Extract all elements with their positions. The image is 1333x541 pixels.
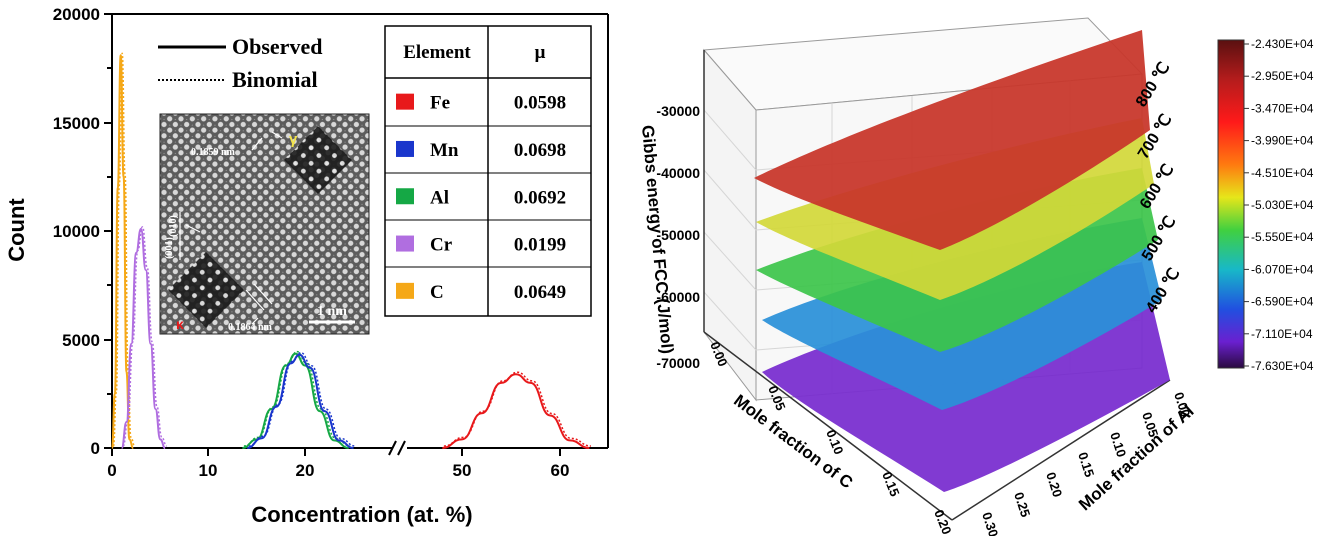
y-tick-label: 0.15 (1075, 450, 1097, 479)
y-tick-label: 0.05 (1139, 410, 1161, 439)
table-cell-element: Al (430, 187, 449, 208)
histogram-chart: Count Concentration (at. %) (4, 5, 609, 527)
table-cell-mu: 0.0698 (514, 140, 566, 161)
y-tick-label: 0.20 (1043, 470, 1065, 499)
spacing-bottom-label: 0.1864 nm (228, 322, 273, 333)
colorbar (1217, 39, 1245, 369)
binomial-curve-al (243, 350, 351, 447)
spacing-bottom-arrows (245, 283, 273, 325)
histogram-chart-panel: Count Concentration (at. %) (0, 0, 620, 536)
surface-800 (754, 30, 1150, 250)
legend-binomial-label: Binomial (232, 67, 318, 92)
table-header-element: Element (403, 42, 471, 63)
x-tick-label: 20 (296, 461, 315, 480)
table-cell-mu: 0.0692 (514, 187, 566, 208)
x-tick-label: 0.20 (931, 508, 954, 536)
legend-swatch-al (396, 188, 414, 205)
observed-curve-cr (120, 227, 166, 449)
x-tick-labels: 0 10 20 50 60 (107, 461, 569, 480)
legend-swatch-cr (396, 235, 414, 252)
binomial-curve-fe (443, 371, 591, 447)
table-rows: Fe 0.0598 Mn 0.0698 Al 0.0692 Cr 0.0199 C 0.0649 (396, 93, 566, 303)
x-tick-label: 0 (107, 461, 116, 480)
table-cell-element: Mn (430, 140, 459, 161)
x-axis-title: Concentration (at. %) (251, 502, 472, 527)
z-tick-label: -50000 (656, 227, 700, 243)
binomial-curve-mn (248, 351, 356, 447)
table-header-mu: μ (535, 42, 546, 63)
z-tick-labels: -30000 -40000 -50000 -60000 -70000 (656, 103, 700, 371)
y-tick-label: 10000 (53, 222, 100, 241)
y-tick-label: 15000 (53, 114, 100, 133)
legend-swatch-c (396, 282, 414, 299)
colorbar-labels: -2.430E+04 -2.950E+04 -3.470E+04 -3.990E+04… (1244, 37, 1314, 373)
y-tick-label: 0 (91, 439, 100, 458)
colorbar-label: -7.110E+04 (1251, 327, 1313, 341)
colorbar-label: -4.510E+04 (1251, 166, 1314, 180)
y-tick-label: 0.00 (1171, 390, 1193, 419)
x-tick-label: 60 (551, 461, 570, 480)
y-tick-label: 0.30 (979, 510, 1001, 536)
colorbar-label: -3.470E+04 (1251, 101, 1314, 115)
colorbar-label: -2.950E+04 (1251, 69, 1314, 83)
colorbar-label: -5.550E+04 (1251, 230, 1314, 244)
y-tick-label: 0.10 (1107, 430, 1129, 459)
observed-curve-mn (247, 353, 354, 449)
x-tick-label: 0.10 (823, 428, 846, 457)
kappa-label: κ (176, 316, 184, 332)
colorbar-label: -5.030E+04 (1251, 198, 1314, 212)
axis-break-icon (388, 440, 406, 456)
table-cell-mu: 0.0649 (514, 282, 566, 303)
table-cell-element: Cr (430, 235, 453, 256)
y-tick-labels-3d: 0.00 0.05 0.10 0.15 0.20 0.25 0.30 (979, 390, 1193, 539)
scale-bar-label: 1 nm (317, 304, 347, 319)
gibbs-surface-chart: 800 ℃ 700 ℃ 600 ℃ 500 ℃ 400 ℃ -30000 -40… (638, 17, 1314, 539)
table-cell-element: Fe (430, 93, 450, 114)
z-tick-label: -30000 (656, 103, 700, 119)
spacing-top-label: 0.1859 nm (191, 147, 236, 158)
gamma-precipitate (284, 126, 352, 194)
y-tick-marks (104, 13, 112, 449)
y-tick-labels: 0 5000 10000 15000 20000 (53, 5, 100, 458)
table-cell-mu: 0.0598 (514, 93, 566, 114)
colorbar-label: -2.430E+04 (1251, 37, 1314, 51)
colorbar-label: -7.630E+04 (1251, 359, 1314, 373)
colorbar-label: -3.990E+04 (1251, 134, 1314, 148)
gibbs-surface-chart-panel: 800 ℃ 700 ℃ 600 ℃ 500 ℃ 400 ℃ -30000 -40… (622, 0, 1333, 539)
legend: Observed Binomial (158, 34, 322, 92)
colorbar-label: -6.070E+04 (1251, 262, 1314, 276)
binomial-curve-cr (122, 226, 167, 447)
plane-label-001: (001) (164, 237, 175, 259)
distribution-curves (111, 52, 591, 449)
gamma-label: γ (289, 131, 298, 148)
y-axis-title: Count (4, 198, 29, 262)
z-tick-label: -70000 (656, 355, 700, 371)
plane-label-010: (010) (168, 215, 179, 237)
energy-surfaces (754, 30, 1170, 492)
x-tick-label: 50 (453, 461, 472, 480)
legend-swatch-mn (396, 140, 414, 157)
axis-edges (703, 50, 1171, 521)
observed-curve-al (242, 352, 349, 449)
mu-table: Element μ Fe 0.0598 Mn 0.0698 Al 0.0692 Cr 0.01… (384, 25, 592, 317)
spacing-top-arrows (251, 131, 283, 151)
x-tick-label: 0.15 (879, 470, 902, 499)
kappa-precipitate (168, 252, 244, 328)
z-tick-label: -40000 (656, 165, 700, 181)
plane-arrows (179, 212, 201, 260)
y-tick-label: 5000 (62, 331, 100, 350)
x-tick-marks (111, 448, 561, 456)
table-cell-element: C (430, 282, 444, 303)
y-tick-label: 20000 (53, 5, 100, 24)
legend-swatch-fe (396, 93, 414, 110)
colorbar-label: -6.590E+04 (1251, 295, 1314, 309)
z-tick-label: -60000 (656, 289, 700, 305)
table-cell-mu: 0.0199 (514, 235, 566, 256)
legend-observed-label: Observed (232, 34, 322, 59)
observed-curve-fe (442, 373, 590, 449)
y-tick-label: 0.25 (1011, 490, 1033, 519)
hrtem-inset-image: γ κ 0.1859 nm 0.1864 nm (010) (001) 1 nm (159, 113, 370, 335)
x-tick-label: 10 (199, 461, 218, 480)
